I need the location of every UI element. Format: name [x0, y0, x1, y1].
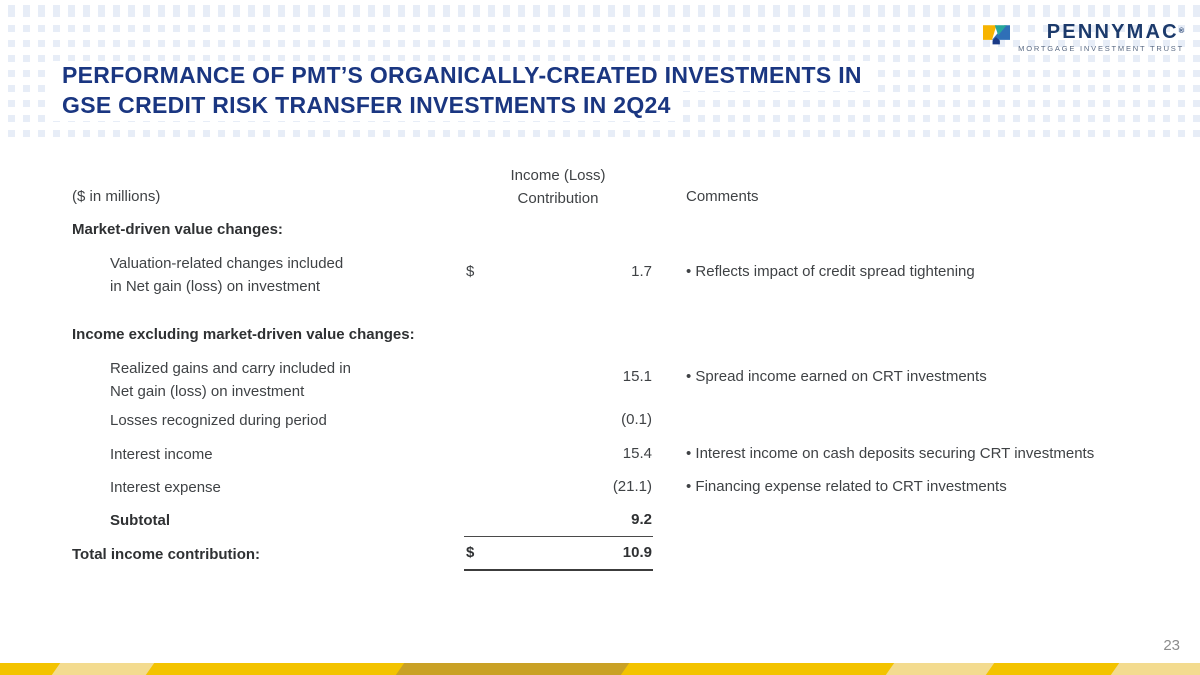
income-header-line2: Contribution [517, 190, 599, 207]
row-total-value: 10.9 [622, 544, 652, 561]
row-total-currency: $ [466, 544, 475, 561]
page-number: 23 [1163, 637, 1180, 654]
gold-bar-segment-light [885, 663, 995, 675]
registered-trademark-symbol: ® [1178, 28, 1184, 35]
row-losses-value: (0.1) [621, 411, 652, 428]
row-valuation-value: 1.7 [631, 263, 652, 280]
section-market-driven: Market-driven value changes: [72, 221, 283, 238]
row-valuation-label: Valuation-related changes included in Ne… [110, 252, 343, 298]
row-interest-expense-value: (21.1) [612, 478, 652, 495]
bottom-gold-bar [0, 663, 1200, 675]
row-valuation-comment: • Reflects impact of credit spread tight… [686, 263, 975, 280]
row-realized-value: 15.1 [622, 368, 652, 385]
income-header-line1: Income (Loss) [510, 167, 606, 184]
units-label: ($ in millions) [72, 188, 161, 205]
row-valuation-currency: $ [466, 263, 475, 280]
page-title-line1: PERFORMANCE OF PMT’S ORGANICALLY-CREATED… [52, 61, 872, 91]
row-realized-label-line1: Realized gains and carry included in [110, 360, 351, 377]
section-income-excluding: Income excluding market-driven value cha… [72, 326, 415, 343]
row-realized-comment: • Spread income earned on CRT investment… [686, 368, 987, 385]
pennymac-name: PENNYMAC [1046, 21, 1179, 43]
row-interest-income-value: 15.4 [622, 445, 652, 462]
gold-bar-segment-light [1110, 663, 1200, 675]
row-interest-income-label: Interest income [110, 446, 213, 463]
pennymac-tagline: MORTGAGE INVESTMENT TRUST [1018, 44, 1184, 53]
row-valuation-label-line1: Valuation-related changes included [110, 255, 344, 272]
pennymac-logo-text: PENNYMAC® MORTGAGE INVESTMENT TRUST [1018, 22, 1184, 53]
pennymac-wordmark: PENNYMAC® [1047, 22, 1184, 42]
row-interest-income-comment: • Interest income on cash deposits secur… [686, 445, 1095, 462]
row-subtotal-label: Subtotal [110, 512, 170, 529]
subtotal-rule [464, 536, 653, 537]
row-interest-expense-label: Interest expense [110, 479, 221, 496]
row-valuation-label-line2: in Net gain (loss) on investment [110, 278, 321, 295]
page-title-line2: GSE CREDIT RISK TRANSFER INVESTMENTS IN … [52, 91, 681, 121]
row-realized-label-line2: Net gain (loss) on investment [110, 383, 305, 400]
comments-column-header: Comments [686, 188, 759, 205]
row-interest-expense-comment: • Financing expense related to CRT inves… [686, 478, 1007, 495]
total-rule [464, 569, 653, 571]
gold-bar-segment-light [51, 663, 155, 675]
pennymac-logo-icon [983, 25, 1011, 45]
row-realized-label: Realized gains and carry included in Net… [110, 357, 351, 403]
row-subtotal-value: 9.2 [631, 511, 652, 528]
gold-bar-segment-dark [395, 663, 630, 675]
page-title: PERFORMANCE OF PMT’S ORGANICALLY-CREATED… [52, 61, 872, 121]
income-contribution-column-header: Income (Loss) Contribution [464, 164, 652, 210]
row-total-label: Total income contribution: [72, 546, 261, 563]
pennymac-logo: PENNYMAC® MORTGAGE INVESTMENT TRUST [983, 22, 1184, 53]
row-losses-label: Losses recognized during period [110, 412, 327, 429]
